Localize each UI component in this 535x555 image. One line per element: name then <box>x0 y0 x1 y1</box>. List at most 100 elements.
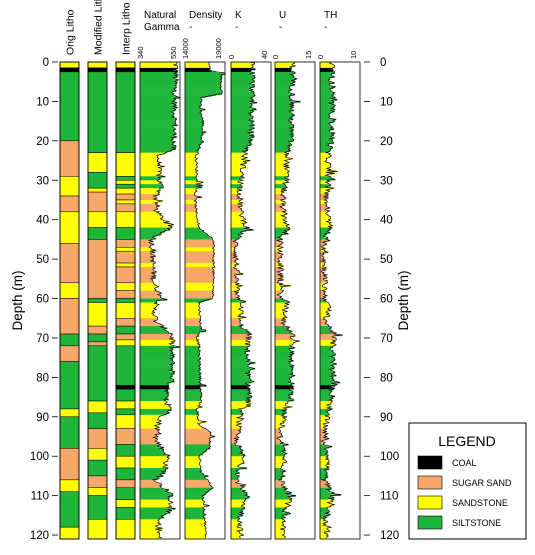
log-fill-sandstone <box>231 172 243 174</box>
log-fill-sugar_sand <box>320 484 325 487</box>
log-fill-siltstone <box>140 498 169 500</box>
log-fill-sandstone <box>140 403 167 405</box>
log-fill-sugar_sand <box>320 440 323 442</box>
log-fill-sandstone <box>275 424 281 426</box>
log-fill-sugar_sand <box>320 197 323 199</box>
log-fill-sugar_sand <box>320 256 323 258</box>
log-fill-sugar_sand <box>231 261 235 263</box>
log-fill-sandstone <box>185 529 206 531</box>
log-fill-siltstone <box>275 111 290 113</box>
log-fill-sandstone <box>231 531 238 533</box>
log-fill-sandstone <box>320 501 333 503</box>
log-fill-siltstone <box>185 508 204 510</box>
log-fill-sugar_sand <box>231 319 239 321</box>
log-fill-sugar_sand <box>185 290 214 292</box>
log-fill-siltstone <box>140 328 168 330</box>
log-fill-siltstone <box>140 238 156 240</box>
log-fill-siltstone <box>275 124 292 126</box>
log-fill-siltstone <box>231 75 255 78</box>
log-fill-sandstone <box>231 158 245 160</box>
log-fill-sugar_sand <box>320 434 326 436</box>
log-fill-siltstone <box>320 177 332 179</box>
log-fill-sugar_sand <box>231 318 240 320</box>
log-fill-sugar_sand <box>140 198 157 200</box>
log-fill-siltstone <box>140 510 172 512</box>
log-fill-siltstone <box>231 477 238 480</box>
log-fill-siltstone <box>320 235 324 237</box>
log-fill-sandstone <box>275 153 289 155</box>
log-fill-siltstone <box>320 358 335 360</box>
log-fill-siltstone <box>185 178 197 180</box>
log-fill-sugar_sand <box>320 443 324 445</box>
log-fill-sandstone <box>320 283 326 286</box>
left-axis-tick-label: 20 <box>36 136 49 148</box>
log-fill-sugar_sand <box>231 486 245 489</box>
log-fill-siltstone <box>185 366 200 368</box>
log-fill-sandstone <box>275 501 292 503</box>
log-fill-sandstone <box>275 418 285 421</box>
log-fill-siltstone <box>231 497 249 499</box>
log-fill-siltstone <box>140 121 176 123</box>
log-fill-sandstone <box>140 165 158 167</box>
log-fill-siltstone <box>320 369 330 371</box>
log-fill-siltstone <box>320 130 330 133</box>
litho-interval-sandstone <box>87 187 108 193</box>
log-fill-sandstone <box>140 425 155 427</box>
log-fill-siltstone <box>231 350 251 353</box>
log-fill-siltstone <box>231 478 238 481</box>
log-fill-sandstone <box>320 189 331 191</box>
log-fill-siltstone <box>140 132 176 135</box>
log-fill-sugar_sand <box>140 280 153 283</box>
log-fill-siltstone <box>185 468 201 470</box>
log-fill-sugar_sand <box>231 251 234 253</box>
log-fill-siltstone <box>231 498 246 500</box>
log-fill-siltstone <box>231 74 251 77</box>
log-fill-siltstone <box>231 412 243 415</box>
litho-interval-sandstone <box>115 499 136 508</box>
log-fill-sandstone <box>231 536 240 538</box>
log-fill-siltstone <box>275 100 290 102</box>
log-fill-siltstone <box>320 187 325 189</box>
log-fill-siltstone <box>185 517 204 519</box>
litho-interval-sandstone <box>59 282 80 299</box>
litho-track-title: Interp Litho <box>121 2 133 55</box>
log-fill-siltstone <box>231 447 240 449</box>
log-fill-sandstone <box>185 64 210 67</box>
log-fill-coal <box>185 67 211 70</box>
log-fill-sugar_sand <box>231 257 234 259</box>
log-fill-sandstone <box>185 248 213 250</box>
log-fill-sandstone <box>320 312 327 314</box>
log-fill-siltstone <box>231 494 248 496</box>
log-fill-siltstone <box>140 179 160 181</box>
log-fill-siltstone <box>320 81 331 83</box>
log-fill-siltstone <box>140 146 177 149</box>
log-fill-siltstone <box>320 84 330 86</box>
log-fill-sandstone <box>140 163 158 165</box>
log-fill-siltstone <box>320 140 333 143</box>
log-fill-siltstone <box>320 299 327 301</box>
log-fill-siltstone <box>320 234 327 236</box>
log-fill-siltstone <box>231 351 245 354</box>
log-fill-sandstone <box>185 282 214 285</box>
log-fill-siltstone <box>185 228 200 230</box>
log-fill-siltstone <box>231 473 236 476</box>
log-fill-sugar_sand <box>275 198 287 200</box>
log-fill-sugar_sand <box>185 484 210 487</box>
log-fill-sandstone <box>140 216 164 219</box>
log-fill-sugar_sand <box>320 239 327 241</box>
log-fill-sugar_sand <box>140 442 160 444</box>
log-fill-sugar_sand <box>275 267 278 270</box>
log-fill-sandstone <box>275 289 281 291</box>
log-fill-sandstone <box>140 264 153 266</box>
litho-interval-coal <box>59 67 80 73</box>
log-fill-siltstone <box>140 237 153 239</box>
log-fill-sandstone <box>140 287 156 289</box>
log-fill-sugar_sand <box>140 480 155 483</box>
log-fill-siltstone <box>140 350 171 353</box>
log-fill-sugar_sand <box>140 268 154 271</box>
log-fill-sandstone <box>320 153 331 155</box>
log-fill-siltstone <box>231 151 243 153</box>
log-fill-siltstone <box>320 472 328 475</box>
log-fill-sugar_sand <box>185 436 215 438</box>
log-fill-sandstone <box>185 467 202 469</box>
